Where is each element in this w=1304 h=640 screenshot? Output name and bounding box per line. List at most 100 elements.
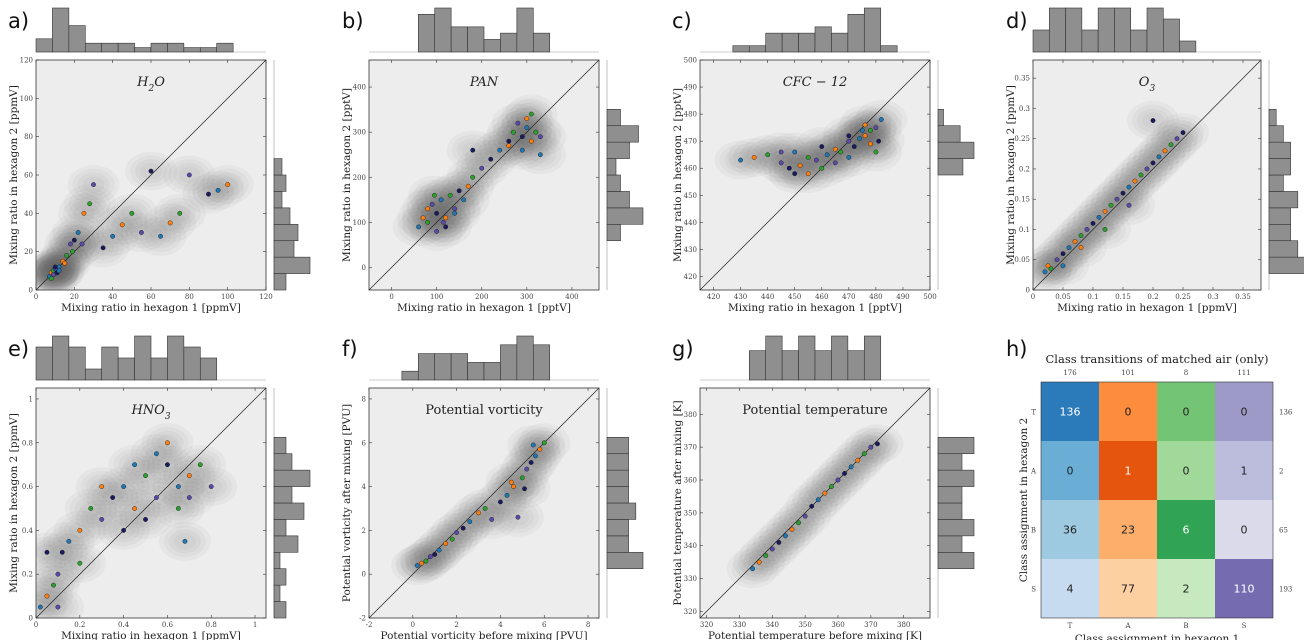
y-tick-label: 2 [362,527,366,535]
y-tick-label: 120 [20,57,33,65]
hist-bar [84,368,103,381]
data-point [55,571,61,577]
hist-bar [606,191,630,209]
data-point [71,237,77,243]
heatmap-cell [1215,500,1273,559]
data-point [165,462,170,468]
top-marginal-histogram [700,335,930,381]
hist-bar [1179,40,1197,53]
y-tick-label: 350 [684,509,697,517]
data-point [59,549,65,555]
kde-contours [36,423,238,618]
data-point [875,441,880,447]
x-axis-label: Mixing ratio in hexagon 1 [pptV] [397,302,571,314]
data-point [769,546,775,552]
heatmap-cell-value: 2 [1183,583,1190,596]
x-tick-label: 200 [475,293,488,301]
points [738,117,884,177]
column-total: 8 [1184,369,1188,377]
hist-bar [1268,191,1299,209]
hist-bar [199,357,218,381]
hist-bar [52,7,70,53]
x-tick-label: 0 [34,621,38,629]
heatmap-cell-value: 110 [1234,583,1255,596]
data-point [158,233,163,239]
data-point [154,495,159,500]
right-marginal-histogram [937,388,975,618]
y-tick-label: 300 [353,129,366,137]
data-point [859,127,865,133]
x-tick-label: 60 [147,293,156,301]
title-part: H [136,75,149,90]
data-point [167,220,173,226]
hist-bar [606,158,617,176]
panel-letter: c) [672,9,692,33]
y-tick-label: 450 [684,192,697,200]
heatmap-cell [1041,559,1099,618]
hist-bar [937,108,944,127]
y-tick-label: 0.4 [22,527,34,535]
heatmap-cell-value: 0 [1183,406,1190,419]
data-point [91,182,96,187]
data-point [765,152,771,158]
data-point [77,527,83,533]
data-point [208,484,214,489]
data-point [443,224,449,230]
hist-bar [150,357,168,381]
data-point [99,484,105,489]
x-tick-label: 0.05 [1055,293,1071,301]
x-tick-label: 2 [454,621,458,629]
data-point [1090,221,1096,226]
y-tick-label: 8 [362,395,366,403]
data-point [750,566,755,572]
heatmap-title: Class transitions of matched air (only) [1046,352,1269,366]
hist-bar [937,141,975,159]
hist-bar [467,362,485,381]
data-point [519,134,525,140]
panel-title: CFC − 12 [783,75,848,90]
y-tick-label: 0.1 [1019,226,1030,234]
data-point [51,582,56,588]
data-point [452,206,458,212]
panel-heatmap: h) Class transitions of matched air (only… [1006,337,1293,640]
y-tick-label: 0.25 [1014,135,1030,143]
hist-bar [532,32,551,53]
x-tick-label: 4 [498,621,503,629]
data-point [432,552,438,557]
column-total: 101 [1121,369,1134,377]
data-point [498,499,503,505]
y-tick-label: 6 [362,439,367,447]
data-point [1084,227,1090,232]
data-point [1150,160,1156,166]
hist-bar [732,45,750,53]
data-point [64,253,70,258]
data-point [1150,118,1156,123]
data-point [1066,245,1072,251]
kde-blob [36,576,73,616]
data-point [48,276,54,281]
hist-bar [937,535,963,553]
hist-bar [765,335,783,381]
hist-bar [748,350,767,381]
data-point [1180,130,1186,136]
hist-bar [1268,108,1277,127]
heatmap-cell-value: 77 [1121,583,1135,596]
data-point [177,210,183,216]
x-tick-label: 480 [869,293,882,301]
hist-bar [606,436,629,455]
y-tick-label: 0.05 [1014,256,1030,264]
heatmap-cell [1041,500,1099,559]
heatmap-cell [1215,382,1273,441]
hist-bar [606,502,637,520]
identity-line [35,387,267,619]
panel-3: d) 0 0.05 0.1 0.15 0.2 0.25 0.3 0.35 0 0.05 0.1 0.15… [1005,7,1304,314]
data-point [819,144,825,149]
y-category-label: A [1030,468,1037,476]
hist-bar [814,26,832,53]
y-category-label: B [1031,527,1036,535]
y-axis-label: Potential temperature after mixing [K] [672,400,684,605]
panel-title: H2O [136,75,165,94]
data-point [1102,208,1108,214]
data-point [416,224,422,230]
identity-line [1032,59,1262,291]
